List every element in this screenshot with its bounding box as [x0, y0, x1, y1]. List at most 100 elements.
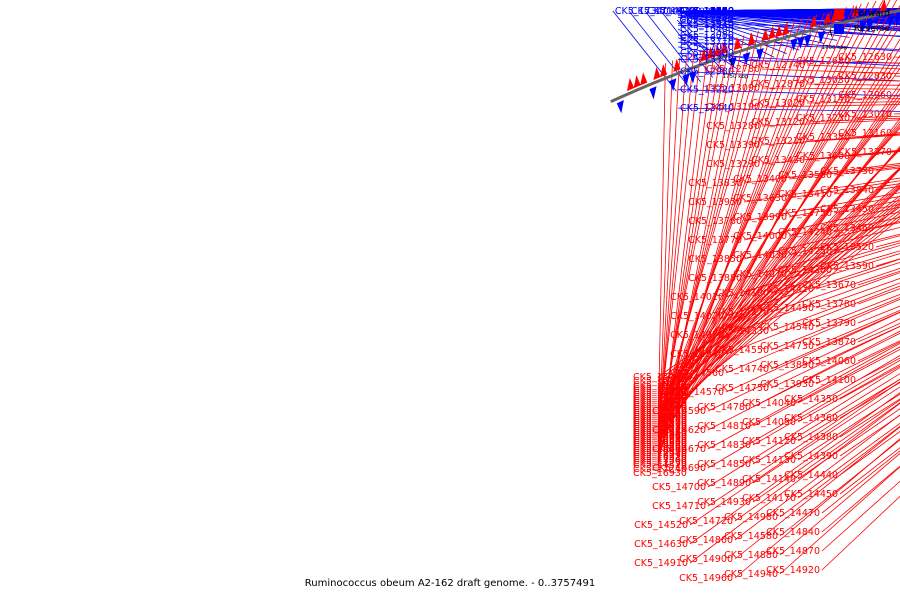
gene-label: CK5_14050 — [670, 330, 724, 341]
gene-label: CK5_13120 — [751, 117, 805, 128]
gene-label: CK5_14570 — [670, 387, 724, 398]
gene-label: CK5_13210 — [751, 136, 805, 147]
gene-label: CK5_15540 — [633, 436, 687, 447]
gene-label: CK5_16710 — [680, 33, 734, 44]
leader-line — [657, 5, 855, 454]
gene-label: CK5_16640 — [633, 432, 687, 443]
leader-line — [657, 0, 898, 440]
reverse-gene — [756, 47, 764, 61]
gene-label: CK5_14300 — [778, 265, 832, 276]
gene-label: CK5_17230 — [680, 6, 734, 17]
gene-label: CK5_15470 — [633, 424, 687, 435]
forward-gene — [733, 37, 742, 51]
gene-label: CK5_14470 — [766, 508, 820, 519]
leader-line — [752, 346, 900, 427]
gene-label: CK5_17270 — [680, 6, 734, 17]
legend: Forward Reverse — [833, 6, 890, 36]
gene-label: CK5_16870 — [633, 432, 687, 443]
forward-gene — [626, 77, 635, 92]
leader-line — [657, 4, 900, 430]
gene-label: CK5_13580 — [778, 170, 832, 181]
leader-line — [752, 373, 900, 465]
leader-line — [660, 11, 714, 78]
reverse-gene — [818, 30, 826, 44]
leader-line — [657, 209, 900, 388]
gene-label: CK5_15440 — [633, 392, 687, 403]
gene-label: CK5_15250 — [680, 6, 734, 17]
gene-label: CK5_17340 — [615, 6, 669, 17]
leader-line — [677, 10, 900, 30]
gene-label: CK5_15680 — [633, 394, 687, 405]
gene-label: CK5_13870 — [802, 337, 856, 348]
forward-gene — [720, 41, 728, 55]
leader-line — [657, 52, 695, 444]
gene-label: CK5_14120 — [742, 436, 796, 447]
gene-label: CK5_15150 — [633, 416, 687, 427]
leader-line — [657, 60, 673, 474]
gene-label: CK5_14270 — [715, 307, 769, 318]
leader-line — [743, 163, 900, 184]
gene-label: CK5_14750 — [715, 383, 769, 394]
reverse-gene — [669, 78, 677, 92]
gene-label: CK5_13850 — [688, 254, 742, 265]
leader-line — [657, 18, 803, 432]
gene-label: CK5_14590 — [652, 406, 706, 417]
leader-line — [677, 89, 900, 97]
leader-line — [743, 235, 900, 279]
gene-label: CK5_14730 — [760, 341, 814, 352]
gene-label: CK5_17190 — [633, 420, 687, 431]
gene-label: CK5_13400 — [733, 174, 787, 185]
leader-line — [657, 47, 709, 470]
scale-ticks: 1300 kbp1350 kbp1400 kbp1450 kbp1500 kbp… — [723, 29, 848, 80]
gene-label: CK5_15480 — [633, 448, 687, 459]
gene-label: CK5_14130 — [742, 455, 796, 466]
gene-label: CK5_13410 — [778, 189, 832, 200]
gene-label: CK5_14940 — [724, 569, 778, 580]
leader-line — [657, 2, 870, 434]
leader-line — [689, 381, 900, 526]
leader-line — [725, 298, 900, 374]
gene-label: CK5_16400 — [680, 24, 734, 35]
gene-label: CK5_13030 — [796, 75, 850, 86]
gene-label: CK5_15810 — [633, 426, 687, 437]
gene-label: CK5_16560 — [633, 442, 687, 453]
gene-label: CK5_16410 — [633, 416, 687, 427]
gene-label: CK5_16030 — [633, 436, 687, 447]
gene-label: CK5_16910 — [633, 434, 687, 445]
gene-label: CK5_15080 — [680, 6, 734, 17]
forward-gene — [640, 72, 648, 86]
leader-line — [677, 19, 726, 74]
gene-label: CK5_14830 — [697, 440, 751, 451]
gene-label: CK5_15220 — [633, 390, 687, 401]
gene-label: CK5_13720 — [680, 6, 734, 17]
gene-label: CK5_13280 — [706, 121, 760, 132]
gene-label: CK5_15790 — [633, 414, 687, 425]
leader-line — [677, 23, 900, 29]
gene-label: CK5_14150 — [680, 6, 734, 17]
scale-tick-label: 1700 kbp — [822, 45, 848, 51]
gene-label: CK5_13450 — [820, 204, 874, 215]
gene-label: CK5_15300 — [633, 412, 687, 423]
gene-label: CK5_14040 — [742, 398, 796, 409]
gene-label: CK5_15940 — [633, 414, 687, 425]
reverse-gene — [790, 38, 799, 51]
gene-label: CK5_15370 — [633, 396, 687, 407]
leader-line — [734, 402, 900, 522]
leader-line — [657, 212, 900, 398]
gene-label: CK5_13710 — [680, 37, 734, 48]
gene-label: CK5_13950 — [688, 197, 742, 208]
gene-label: CK5_14900 — [679, 554, 733, 565]
leader-line — [657, 28, 767, 436]
gene-label: CK5_12870 — [751, 79, 805, 90]
leader-line — [743, 206, 900, 241]
gene-label: CK5_12780 — [706, 64, 760, 75]
gene-label: CK5_14060 — [802, 356, 856, 367]
gene-label: CK5_14860 — [679, 535, 733, 546]
leader-line — [743, 220, 900, 260]
gene-label: CK5_14380 — [784, 432, 838, 443]
leader-line — [770, 282, 900, 332]
gene-label: CK5_16260 — [680, 6, 734, 17]
leader-line — [657, 168, 900, 400]
leader-line — [779, 439, 900, 537]
gene-label: CK5_17540 — [633, 454, 687, 465]
